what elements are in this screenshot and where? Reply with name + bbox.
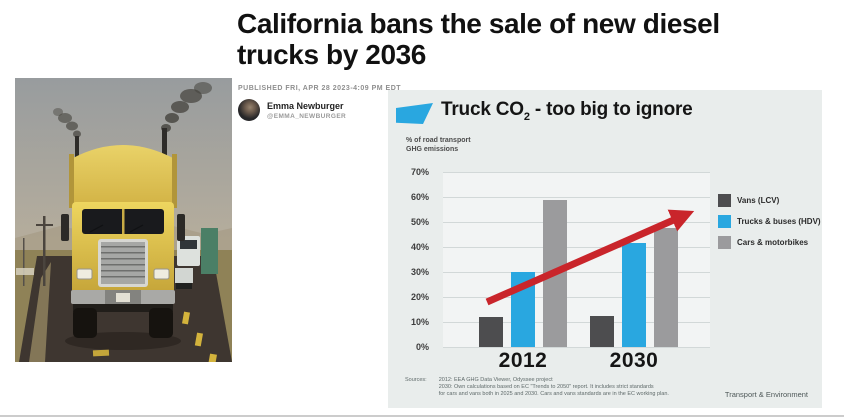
- y-axis-title-line2: GHG emissions: [406, 145, 459, 153]
- sources-lines: 2012: EEA GHG Data Viewer, Odyssee proje…: [439, 377, 669, 398]
- legend-item-cars-motorbikes: Cars & motorbikes: [718, 236, 821, 249]
- published-timestamp: PUBLISHED FRI, APR 28 2023-4:09 PM EDT: [238, 85, 402, 92]
- x-axis-label-2012: 2012: [498, 349, 548, 372]
- author-name-link[interactable]: Emma Newburger: [267, 100, 344, 111]
- gridline: [443, 272, 710, 273]
- legend-label-cars-motorbikes: Cars & motorbikes: [737, 238, 809, 247]
- gridline: [443, 247, 710, 248]
- gridline: [443, 297, 710, 298]
- legend-item-vans-lcv: Vans (LCV): [718, 194, 821, 207]
- y-tick-label: 60%: [410, 192, 429, 202]
- bar-vans-lcv-2012: [479, 317, 503, 347]
- trend-arrow: [485, 209, 695, 306]
- y-tick-label: 40%: [410, 242, 429, 252]
- bar-group-2030: [590, 172, 678, 347]
- x-axis-label-2030: 2030: [609, 349, 659, 372]
- author-twitter-handle[interactable]: @EMMA_NEWBURGER: [267, 112, 347, 120]
- author-text-block: Emma Newburger @EMMA_NEWBURGER: [267, 101, 346, 120]
- chart-legend: Vans (LCV) Trucks & buses (HDV) Cars & mot…: [718, 194, 821, 249]
- bar-trucks-buses-hdv-2030: [622, 243, 646, 347]
- y-tick-label: 30%: [410, 267, 429, 277]
- chart-title-marker-icon: [396, 103, 433, 124]
- y-tick-label: 50%: [410, 217, 429, 227]
- y-tick-label: 70%: [410, 167, 429, 177]
- chart-card: Truck CO2 - too big to ignore % of road …: [388, 90, 822, 408]
- bottom-divider: [0, 415, 844, 417]
- gridline: [443, 197, 710, 198]
- y-tick-label: 20%: [410, 292, 429, 302]
- sources-line-3: for cars and vans both in 2025 and 2030.…: [438, 391, 669, 397]
- y-axis-title: % of road transport GHG emissions: [406, 137, 471, 154]
- y-tick-label: 0%: [415, 342, 429, 352]
- article-headline: California bans the sale of new diesel t…: [237, 8, 720, 70]
- bar-cars-motorbikes-2030: [654, 228, 678, 347]
- legend-swatch-vans-lcv: [718, 194, 731, 207]
- truck-photo: [15, 78, 232, 362]
- chart-title-text: Truck CO: [441, 99, 524, 120]
- chart-title-subscript: 2: [523, 110, 530, 123]
- legend-swatch-trucks-buses-hdv: [718, 215, 731, 228]
- chart-title: Truck CO2 - too big to ignore: [441, 99, 693, 123]
- chart-plot: 2012 2030: [443, 172, 710, 372]
- gridline: [443, 347, 710, 348]
- legend-item-trucks-buses-hdv: Trucks & buses (HDV): [718, 215, 821, 228]
- sources-line-1: 2012: EEA GHG Data Viewer, Odyssee proje…: [438, 377, 553, 383]
- gridline: [443, 222, 710, 223]
- gridline: [443, 172, 710, 173]
- legend-label-trucks-buses-hdv: Trucks & buses (HDV): [737, 217, 821, 226]
- y-tick-label: 10%: [410, 317, 429, 327]
- sources-line-2: 2030: Own calculations based on EC "Tren…: [438, 384, 654, 390]
- y-axis-title-line1: % of road transport: [406, 137, 471, 144]
- author-avatar[interactable]: [238, 99, 260, 121]
- legend-swatch-cars-motorbikes: [718, 236, 731, 249]
- gridline: [443, 322, 710, 323]
- bar-vans-lcv-2030: [590, 315, 614, 347]
- chart-title-suffix: - too big to ignore: [529, 99, 693, 120]
- author-byline: Emma Newburger @EMMA_NEWBURGER: [238, 99, 346, 121]
- chart-sources: Sources: 2012: EEA GHG Data Viewer, Odys…: [405, 377, 669, 398]
- legend-label-vans-lcv: Vans (LCV): [737, 196, 780, 205]
- chart-yticks: 70% 60% 50% 40% 30% 20% 10% 0%: [388, 167, 436, 352]
- chart-credit: Transport & Environment: [724, 390, 808, 399]
- sources-label: Sources:: [405, 377, 427, 383]
